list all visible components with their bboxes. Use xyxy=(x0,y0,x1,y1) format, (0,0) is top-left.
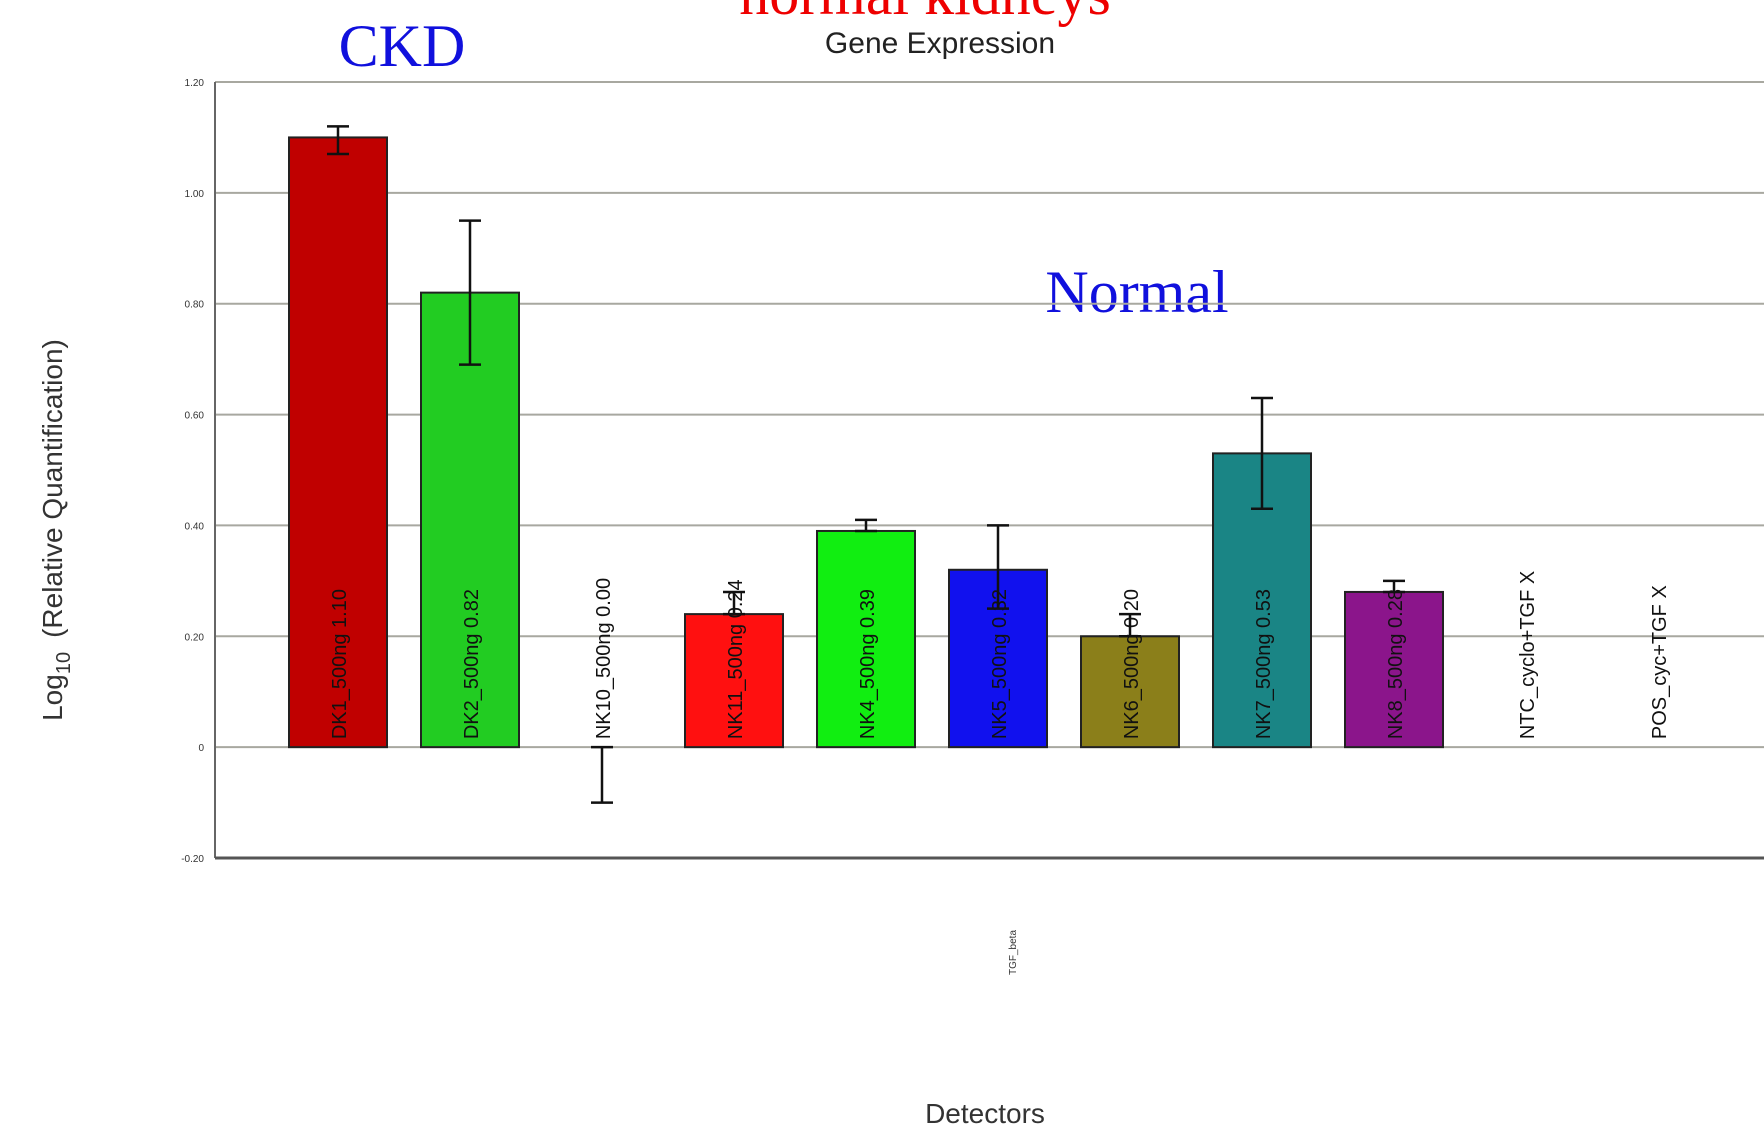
normal-annotation: Normal xyxy=(1045,259,1228,325)
y-tick-labels: 1.20 1.00 0.80 0.60 0.40 0.20 0 -0.20 xyxy=(181,78,204,865)
bar-label: DK1_500ng 1.10 xyxy=(329,589,351,739)
overlay-title: normal kidneys xyxy=(739,0,1111,27)
y-tick-label: 0 xyxy=(198,743,204,754)
x-axis-title: Detectors xyxy=(925,1098,1045,1129)
ckd-annotation: CKD xyxy=(339,13,466,79)
bar-label: NK7_500ng 0.53 xyxy=(1253,589,1275,739)
bar-label: DK2_500ng 0.82 xyxy=(461,589,483,739)
bar xyxy=(420,291,520,749)
y-axis-title: Log10 (Relative Quantification) xyxy=(37,339,75,721)
y-axis-title-sub: 10 xyxy=(53,652,75,674)
x-group-label: TGF_beta xyxy=(1008,930,1019,975)
y-axis-title-log: Log xyxy=(37,674,68,721)
bar xyxy=(1080,635,1180,749)
bar-label: NK4_500ng 0.39 xyxy=(857,589,879,739)
y-tick-label: 0.40 xyxy=(185,521,205,532)
bar-label: POS_cyc+TGF X xyxy=(1649,585,1671,739)
y-tick-label: 0.80 xyxy=(185,300,205,311)
bar-label: NK6_500ng 0.20 xyxy=(1121,589,1143,739)
bar-labels: DK1_500ng 1.10 DK2_500ng 0.82 NK10_500ng 0… xyxy=(329,571,1671,739)
bar-label: NK8_500ng 0.28 xyxy=(1385,589,1407,739)
bars xyxy=(288,136,1444,749)
y-tick-label: 0.60 xyxy=(185,411,205,422)
bar-label: NTC_cyclo+TGF X xyxy=(1517,571,1539,739)
y-tick-label: 1.20 xyxy=(185,78,205,89)
error-bars xyxy=(327,125,1405,804)
bar xyxy=(816,529,916,749)
chart-title: Gene Expression xyxy=(825,27,1055,60)
bar xyxy=(288,136,388,749)
y-axis-title-suffix: (Relative Quantification) xyxy=(37,339,68,638)
axes xyxy=(214,82,1764,860)
bar-label: NK11_500ng 0.24 xyxy=(725,579,747,739)
y-tick-label: 0.20 xyxy=(185,632,205,643)
y-tick-label: 1.00 xyxy=(185,189,205,200)
bar xyxy=(1344,590,1444,749)
bar-label: NK10_500ng 0.00 xyxy=(593,578,615,739)
y-tick-label: -0.20 xyxy=(181,854,204,865)
bar-label: NK5_500ng 0.32 xyxy=(989,589,1011,739)
